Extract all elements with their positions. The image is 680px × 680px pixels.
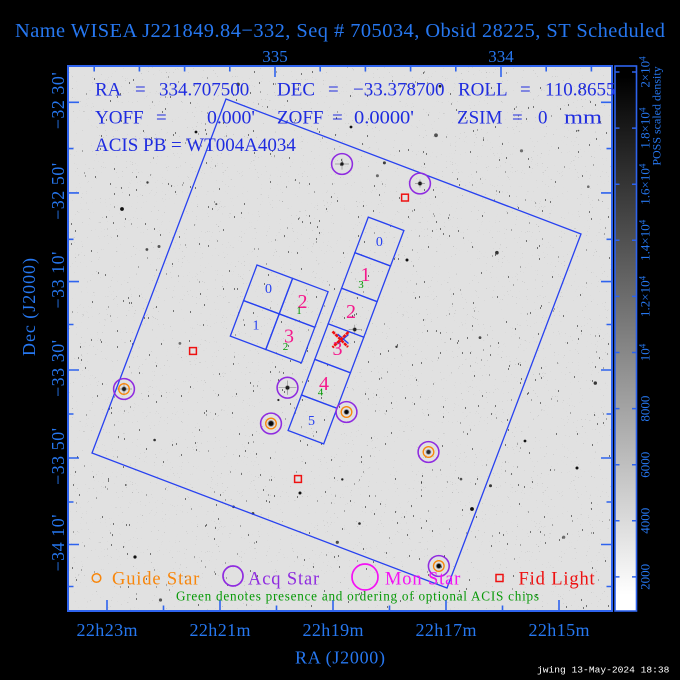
svg-text:1.6×104: 1.6×104 bbox=[638, 163, 653, 205]
svg-text:2: 2 bbox=[346, 301, 356, 323]
svg-text:ACIS PB = WT004A4034: ACIS PB = WT004A4034 bbox=[95, 135, 296, 156]
svg-text:Acq Star: Acq Star bbox=[248, 570, 320, 590]
svg-text:334: 334 bbox=[488, 47, 514, 66]
svg-text:334.707500: 334.707500 bbox=[159, 80, 249, 101]
svg-text:=: = bbox=[512, 108, 523, 129]
svg-text:4: 4 bbox=[318, 387, 324, 399]
svg-text:0: 0 bbox=[265, 282, 272, 297]
svg-text:22h15m: 22h15m bbox=[529, 620, 590, 640]
svg-text:2000: 2000 bbox=[638, 564, 653, 590]
svg-text:−33 10': −33 10' bbox=[48, 252, 68, 309]
svg-text:=: = bbox=[328, 80, 339, 101]
svg-text:22h19m: 22h19m bbox=[303, 620, 364, 640]
svg-text:4000: 4000 bbox=[638, 508, 653, 534]
svg-text:8000: 8000 bbox=[638, 396, 653, 422]
svg-text:−34 10': −34 10' bbox=[48, 515, 68, 572]
svg-text:1.8×104: 1.8×104 bbox=[638, 107, 653, 149]
svg-text:22h17m: 22h17m bbox=[416, 620, 477, 640]
svg-text:=: = bbox=[135, 80, 146, 101]
svg-text:0.000': 0.000' bbox=[207, 108, 255, 129]
svg-text:4: 4 bbox=[319, 373, 329, 395]
svg-text:1: 1 bbox=[253, 319, 260, 334]
svg-text:2: 2 bbox=[298, 291, 308, 313]
svg-text:2: 2 bbox=[283, 341, 289, 353]
svg-text:−33 50': −33 50' bbox=[48, 428, 68, 485]
svg-text:Fid Light: Fid Light bbox=[519, 570, 596, 590]
svg-text:−32 30': −32 30' bbox=[48, 72, 68, 129]
svg-text:1: 1 bbox=[361, 264, 371, 286]
svg-text:0.0000': 0.0000' bbox=[354, 108, 414, 129]
svg-text:YOFF: YOFF bbox=[95, 108, 144, 129]
svg-text:22h23m: 22h23m bbox=[77, 620, 138, 640]
svg-text:ZOFF: ZOFF bbox=[277, 108, 323, 129]
svg-text:RA: RA bbox=[95, 80, 122, 101]
svg-text:1.4×104: 1.4×104 bbox=[638, 219, 653, 261]
svg-text:Green denotes presence and ord: Green denotes presence and ordering of o… bbox=[176, 589, 539, 604]
svg-text:110.8655: 110.8655 bbox=[545, 80, 616, 101]
svg-text:2×104: 2×104 bbox=[638, 56, 653, 88]
svg-text:3: 3 bbox=[333, 338, 343, 360]
svg-text:DEC: DEC bbox=[277, 80, 315, 101]
svg-text:−33 30': −33 30' bbox=[48, 340, 68, 397]
svg-text:3: 3 bbox=[358, 279, 364, 291]
svg-text:RA (J2000): RA (J2000) bbox=[295, 648, 385, 669]
svg-text:−33.378700: −33.378700 bbox=[353, 80, 444, 101]
svg-text:ZSIM: ZSIM bbox=[457, 108, 503, 129]
svg-text:1.2×104: 1.2×104 bbox=[638, 275, 653, 317]
svg-text:335: 335 bbox=[262, 47, 288, 66]
svg-text:Mon Star: Mon Star bbox=[385, 570, 461, 590]
svg-text:6000: 6000 bbox=[638, 452, 653, 478]
svg-text:22h21m: 22h21m bbox=[190, 620, 251, 640]
svg-text:−32 50': −32 50' bbox=[48, 163, 68, 220]
svg-text:Dec (J2000): Dec (J2000) bbox=[19, 258, 40, 356]
svg-text:POSS scaled density: POSS scaled density bbox=[650, 66, 664, 165]
svg-text:jwing 13-May-2024 18:38: jwing 13-May-2024 18:38 bbox=[537, 665, 670, 676]
svg-text:Guide Star: Guide Star bbox=[112, 570, 200, 590]
svg-text:=: = bbox=[156, 108, 167, 129]
svg-text:=: = bbox=[520, 80, 531, 101]
svg-text:5: 5 bbox=[308, 414, 315, 429]
svg-text:Name WISEA J221849.84−332, Seq: Name WISEA J221849.84−332, Seq # 705034,… bbox=[15, 20, 665, 42]
svg-text:0: 0 bbox=[376, 235, 383, 250]
svg-text:3: 3 bbox=[284, 326, 294, 348]
svg-text:1: 1 bbox=[296, 305, 302, 317]
svg-text:ROLL: ROLL bbox=[458, 80, 508, 101]
svg-text:0: 0 bbox=[538, 108, 548, 129]
svg-text:=: = bbox=[332, 108, 343, 129]
svg-text:mm: mm bbox=[564, 108, 602, 129]
